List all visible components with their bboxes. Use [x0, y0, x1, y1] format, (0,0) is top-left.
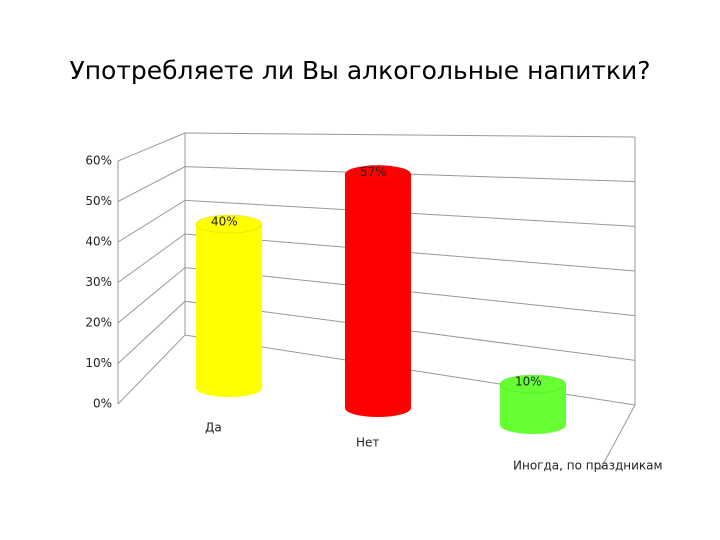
value-label: 10%	[515, 375, 542, 389]
y-tick-label: 30%	[85, 275, 112, 289]
grid-line	[117, 300, 636, 364]
grid-line	[117, 233, 636, 283]
bar	[345, 174, 411, 417]
y-tick-label: 40%	[85, 235, 112, 249]
grid-line	[117, 166, 636, 202]
x-tick-label: Нет	[356, 436, 379, 450]
y-tick-label: 20%	[85, 316, 112, 330]
grid-line	[117, 199, 636, 243]
bar	[500, 384, 566, 434]
value-label: 57%	[360, 165, 387, 179]
y-tick-label: 60%	[85, 154, 112, 168]
x-tick-label: Да	[205, 421, 222, 435]
bar	[196, 224, 262, 397]
grid-line	[117, 334, 636, 406]
y-tick-label: 50%	[85, 194, 112, 208]
grid-line	[117, 132, 636, 162]
chart-title: Употребляете ли Вы алкогольные напитки?	[69, 56, 650, 85]
value-label: 40%	[211, 215, 238, 229]
y-tick-label: 0%	[93, 397, 112, 411]
bar-top	[344, 164, 412, 184]
bar-top	[195, 214, 263, 234]
y-tick-label: 10%	[85, 356, 112, 370]
x-tick-label: Иногда, по праздникам	[513, 459, 663, 473]
wall-edge	[599, 137, 636, 471]
grid-line	[117, 267, 636, 324]
bar-top	[499, 374, 567, 394]
